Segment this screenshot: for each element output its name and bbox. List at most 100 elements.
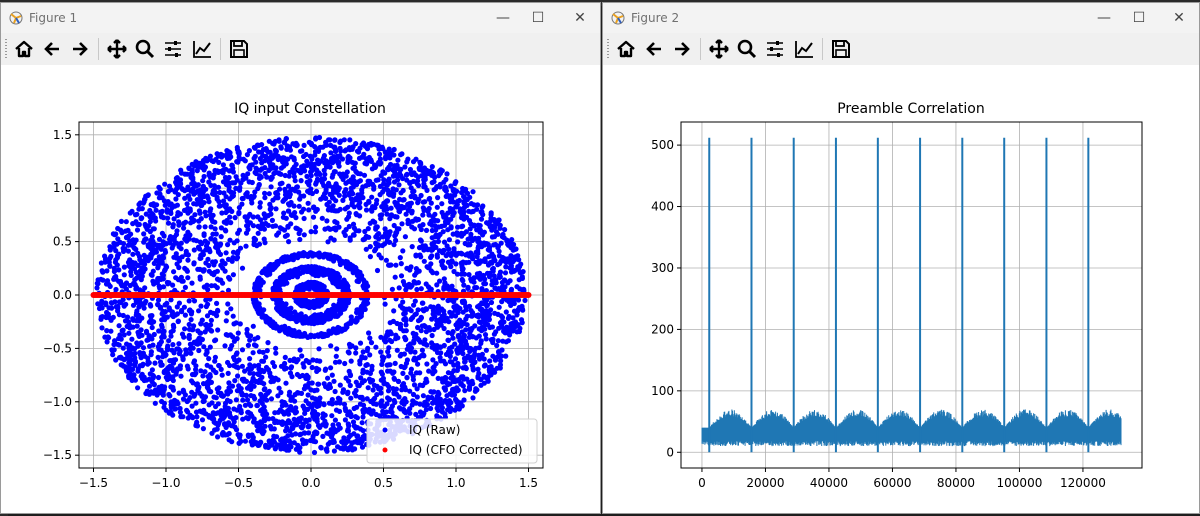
raw-iq-point (170, 385, 176, 392)
raw-iq-point (223, 424, 229, 430)
raw-iq-point (266, 191, 272, 197)
raw-iq-point (340, 197, 346, 203)
raw-iq-point (229, 194, 235, 200)
raw-iq-point (200, 426, 206, 432)
raw-iq-point (499, 319, 505, 325)
home-button[interactable] (11, 36, 37, 62)
raw-iq-point (346, 223, 352, 230)
raw-iq-point (196, 308, 202, 314)
raw-iq-point (281, 210, 287, 216)
raw-iq-point (407, 406, 413, 412)
raw-iq-point (468, 358, 474, 364)
raw-iq-point (390, 386, 396, 392)
raw-iq-point (243, 243, 249, 249)
raw-iq-point (287, 428, 293, 434)
raw-iq-point (388, 331, 394, 337)
raw-iq-point (209, 400, 215, 406)
raw-iq-point (194, 414, 200, 420)
raw-iq-point (297, 168, 303, 174)
raw-iq-point (178, 240, 184, 246)
raw-iq-point (205, 256, 211, 262)
raw-iq-point (239, 265, 246, 271)
raw-iq-point (310, 408, 316, 414)
close-button[interactable]: ✕ (574, 10, 586, 26)
raw-iq-point (286, 239, 292, 245)
forward-button[interactable] (67, 36, 93, 62)
raw-iq-point (503, 309, 509, 315)
raw-iq-point (245, 342, 251, 348)
maximize-button[interactable]: ☐ (531, 10, 545, 26)
raw-iq-point (225, 420, 232, 426)
raw-iq-point (459, 262, 465, 269)
raw-iq-point (466, 253, 472, 259)
save-button[interactable] (226, 36, 252, 62)
raw-iq-point (109, 300, 115, 306)
subplots-button[interactable] (160, 36, 186, 62)
raw-iq-point (308, 332, 314, 338)
raw-iq-point (301, 215, 307, 222)
zoom-button[interactable] (132, 36, 158, 62)
raw-iq-point (223, 250, 229, 256)
raw-iq-point (230, 249, 237, 255)
raw-iq-point (170, 328, 176, 334)
raw-iq-point (272, 147, 278, 153)
raw-iq-point (313, 224, 319, 230)
minimize-button[interactable]: — (496, 10, 510, 26)
raw-iq-point (492, 285, 498, 291)
raw-iq-point (381, 207, 387, 213)
raw-iq-point (414, 286, 420, 293)
raw-iq-point (488, 212, 494, 218)
raw-iq-point (459, 329, 465, 335)
raw-iq-point (155, 374, 162, 381)
raw-iq-point (391, 390, 397, 396)
raw-iq-point (322, 268, 329, 274)
raw-iq-point (170, 412, 176, 418)
plot-canvas[interactable]: IQ input Constellation −1.5 −1.0 −0.5 0.0 0.… (1, 65, 600, 513)
raw-iq-point (269, 217, 275, 223)
raw-iq-point (302, 407, 308, 413)
raw-iq-point (320, 422, 326, 428)
raw-iq-point (435, 218, 441, 224)
raw-iq-point (178, 373, 184, 379)
raw-iq-point (248, 403, 254, 409)
raw-iq-point (300, 320, 306, 326)
raw-iq-point (366, 330, 372, 336)
pan-button[interactable] (104, 36, 130, 62)
raw-iq-point (467, 348, 473, 354)
title-bar[interactable]: Figure 1 — ☐ ✕ (1, 3, 600, 33)
raw-iq-point (313, 208, 319, 214)
raw-iq-point (439, 250, 446, 256)
raw-iq-point (503, 353, 509, 359)
edit-axis-button[interactable] (189, 36, 215, 62)
raw-iq-point (481, 380, 487, 386)
raw-iq-point (487, 244, 493, 251)
raw-iq-point (360, 370, 366, 376)
back-button[interactable] (39, 36, 65, 62)
raw-iq-point (250, 371, 257, 377)
raw-iq-point (483, 347, 489, 353)
raw-iq-point (126, 356, 132, 362)
raw-iq-point (337, 261, 343, 268)
raw-iq-point (215, 308, 221, 314)
raw-iq-point (347, 155, 353, 161)
raw-iq-point (224, 432, 230, 438)
raw-iq-point (168, 210, 174, 216)
raw-iq-point (255, 185, 261, 192)
raw-iq-point (312, 396, 318, 402)
raw-iq-point (204, 313, 211, 319)
raw-iq-point (462, 358, 468, 364)
raw-iq-point (460, 278, 466, 284)
raw-iq-point (329, 413, 335, 419)
raw-iq-point (310, 214, 317, 220)
raw-iq-point (363, 207, 370, 213)
raw-iq-point (335, 313, 341, 319)
raw-iq-point (250, 214, 256, 220)
raw-iq-point (218, 241, 224, 247)
raw-iq-point (282, 354, 288, 360)
raw-iq-point (323, 366, 329, 372)
raw-iq-point (455, 360, 461, 367)
raw-iq-point (209, 158, 215, 164)
raw-iq-point (99, 268, 105, 274)
raw-iq-point (248, 413, 254, 419)
raw-iq-point (288, 365, 294, 371)
